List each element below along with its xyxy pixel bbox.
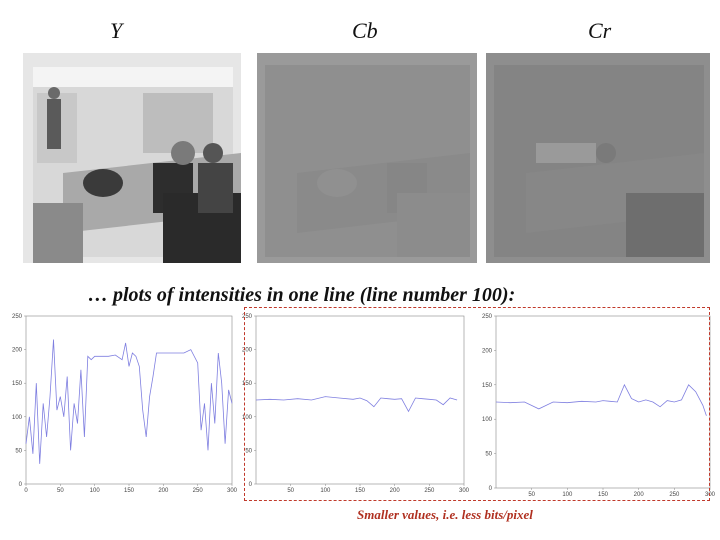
y-tick-label: 0	[249, 482, 253, 488]
y-tick-label: 150	[482, 383, 493, 389]
chroma-highlight-box	[244, 307, 710, 501]
plot-frame	[255, 315, 465, 485]
x-tick-label: 100	[320, 488, 331, 492]
series-line-y	[25, 339, 233, 464]
y-plot-svg: 0 50 100 150 200 250 0 50 100 150 200 250 300	[12, 314, 238, 492]
cr-plot-svg: 0 50 100 150 200 250 50 100 150 200 250 300	[482, 314, 716, 496]
plots-caption: … plots of intensities in one line (line…	[88, 284, 516, 306]
x-tick-label: 150	[124, 488, 135, 492]
x-tick-label: 200	[158, 488, 169, 492]
x-tick-label: 50	[57, 488, 64, 492]
cr-intensity-plot: 0 50 100 150 200 250 50 100 150 200 250 300	[476, 310, 718, 496]
photo-cr-channel	[486, 53, 710, 263]
x-tick-label: 50	[287, 488, 294, 492]
y-tick-label: 100	[242, 415, 253, 421]
photo-cb-channel	[257, 53, 477, 263]
plot-frame	[25, 315, 233, 485]
heading-y: Y	[110, 18, 123, 43]
y-tick-label: 200	[12, 348, 23, 354]
x-tick-label: 100	[562, 492, 573, 496]
y-tick-label: 250	[12, 314, 23, 320]
x-tick-label: 50	[528, 492, 535, 496]
y-tick-label: 100	[482, 417, 493, 423]
x-tick-label: 300	[227, 488, 238, 492]
x-tick-label: 300	[705, 492, 716, 496]
x-tick-label: 200	[634, 492, 645, 496]
x-tick-label: 100	[90, 488, 101, 492]
x-tick-label: 250	[424, 488, 435, 492]
cb-intensity-plot: 0 50 100 150 200 250 50 100 150 200 250 300	[238, 310, 470, 492]
x-tick-label: 250	[669, 492, 680, 496]
y-tick-label: 0	[489, 486, 493, 492]
y-tick-label: 200	[482, 348, 493, 354]
photo-y-channel	[23, 53, 241, 263]
heading-cb: Cb	[352, 18, 378, 43]
x-tick-label: 150	[355, 488, 366, 492]
y-tick-label: 250	[242, 314, 253, 320]
y-tick-label: 150	[242, 381, 253, 387]
classroom-scene-cr	[486, 53, 710, 263]
smaller-values-note: Smaller values, i.e. less bits/pixel	[357, 507, 533, 522]
x-tick-label: 300	[459, 488, 470, 492]
y-tick-label: 50	[245, 448, 252, 454]
y-tick-label: 50	[485, 452, 492, 458]
y-tick-label: 150	[12, 381, 23, 387]
y-tick-label: 200	[242, 348, 253, 354]
series-line-cb	[255, 396, 458, 413]
x-tick-label: 150	[598, 492, 609, 496]
heading-cr: Cr	[588, 18, 612, 43]
classroom-scene-y	[23, 53, 241, 263]
y-tick-label: 100	[12, 415, 23, 421]
y-intensity-plot: 0 50 100 150 200 250 0 50 100 150 200 250 300	[8, 310, 238, 492]
x-tick-label: 250	[193, 488, 204, 492]
y-tick-label: 50	[15, 448, 22, 454]
x-tick-label: 0	[24, 488, 28, 492]
cb-plot-svg: 0 50 100 150 200 250 50 100 150 200 250 300	[242, 314, 470, 492]
y-tick-label: 0	[19, 482, 23, 488]
x-tick-label: 200	[390, 488, 401, 492]
y-tick-label: 250	[482, 314, 493, 320]
classroom-scene-cb	[257, 53, 477, 263]
series-line-cr	[495, 383, 707, 416]
